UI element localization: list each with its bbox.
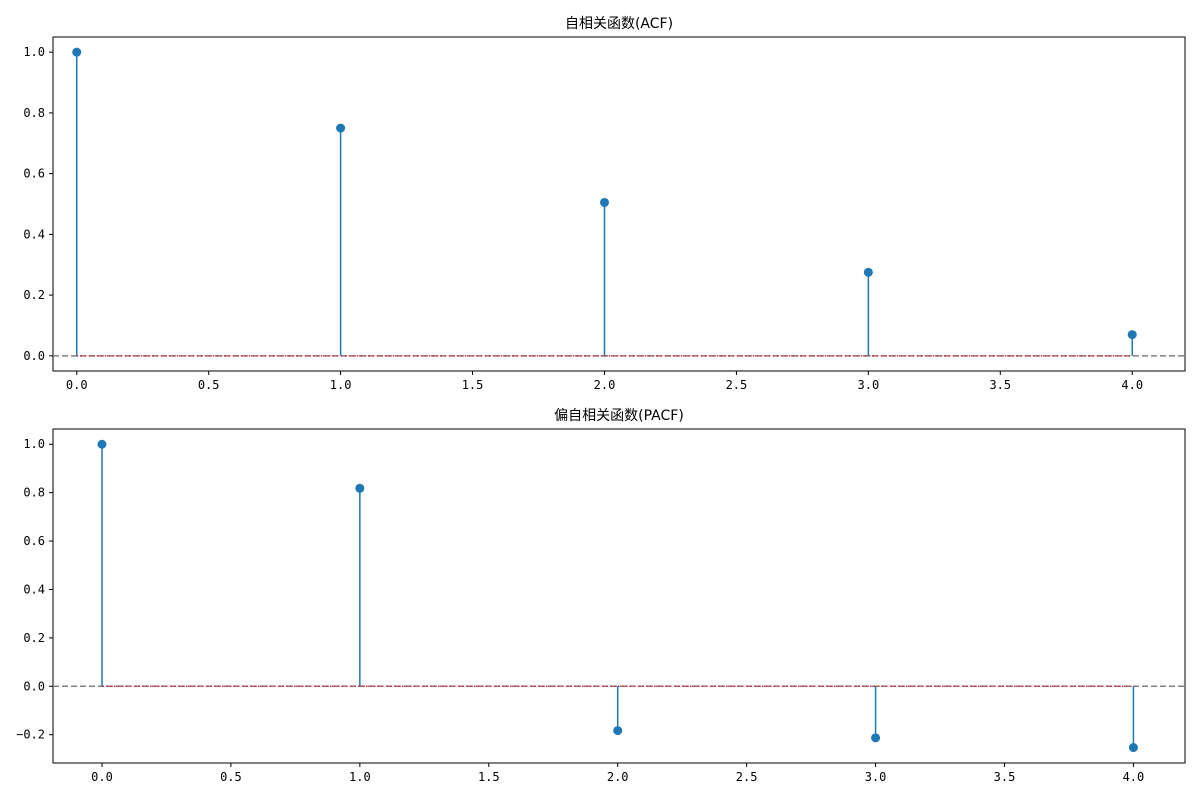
pacf-plot: 偏自相关函数(PACF) 0.0 0.5 1.0 1.5 2.0 2.5 3.0 3.5 4.0 −… [16, 408, 1186, 784]
acf-y-tick-label: 0.2 [23, 288, 45, 302]
pacf-stem-marker [871, 733, 881, 743]
acf-y-tick-label: 0.0 [23, 349, 45, 363]
acf-x-tick-label: 0.5 [198, 378, 220, 392]
pacf-y-tick-label: 0.6 [23, 534, 45, 548]
pacf-y-tick-label: 0.2 [23, 631, 45, 645]
pacf-stem-marker [1128, 743, 1138, 753]
pacf-x-tick-label: 2.0 [607, 770, 629, 784]
acf-x-tick-label: 2.5 [726, 378, 748, 392]
pacf-stem-marker [613, 726, 623, 736]
acf-stem-marker [336, 123, 346, 133]
pacf-title: 偏自相关函数(PACF) [554, 408, 684, 424]
acf-x-tick-label: 1.5 [462, 378, 484, 392]
pacf-y-tick-label: 0.4 [23, 582, 45, 596]
acf-x-tick-label: 4.0 [1121, 378, 1143, 392]
acf-x-tick-label: 2.0 [594, 378, 616, 392]
acf-stem-marker [863, 267, 873, 277]
pacf-x-tick-label: 0.0 [91, 770, 113, 784]
pacf-x-tick-label: 0.5 [220, 770, 242, 784]
pacf-axes-frame [52, 428, 1186, 764]
acf-plot: 自相关函数(ACF) 0.0 0.5 1.0 1.5 2.0 2.5 3.0 3.5 4.0 0.0… [23, 16, 1186, 392]
pacf-x-tick-label: 1.5 [478, 770, 500, 784]
pacf-x-tick-label: 4.0 [1123, 770, 1145, 784]
acf-y-tick-label: 0.6 [23, 167, 45, 181]
pacf-x-tick-label: 3.0 [865, 770, 887, 784]
pacf-x-tick-label: 2.5 [736, 770, 758, 784]
acf-y-tick-label: 0.8 [23, 106, 45, 120]
pacf-y-tick-label: 1.0 [23, 437, 45, 451]
acf-x-tick-label: 1.0 [330, 378, 352, 392]
acf-stem-marker [1127, 330, 1137, 340]
acf-y-tick-label: 0.4 [23, 227, 45, 241]
pacf-y-tick-label: 0.0 [23, 679, 45, 693]
pacf-y-tick-label: 0.8 [23, 486, 45, 500]
acf-stem-marker [599, 197, 609, 207]
acf-x-tick-label: 3.5 [989, 378, 1011, 392]
acf-title: 自相关函数(ACF) [565, 16, 673, 32]
acf-stem-marker [72, 47, 82, 57]
pacf-stem-marker [355, 483, 365, 493]
pacf-x-tick-label: 1.0 [349, 770, 371, 784]
pacf-y-tick-label: −0.2 [16, 728, 45, 742]
pacf-stem-marker [97, 439, 107, 449]
acf-x-tick-label: 3.0 [858, 378, 880, 392]
acf-x-tick-label: 0.0 [66, 378, 88, 392]
acf-y-tick-label: 1.0 [23, 45, 45, 59]
pacf-x-tick-label: 3.5 [994, 770, 1016, 784]
acf-axes-frame [52, 36, 1186, 372]
